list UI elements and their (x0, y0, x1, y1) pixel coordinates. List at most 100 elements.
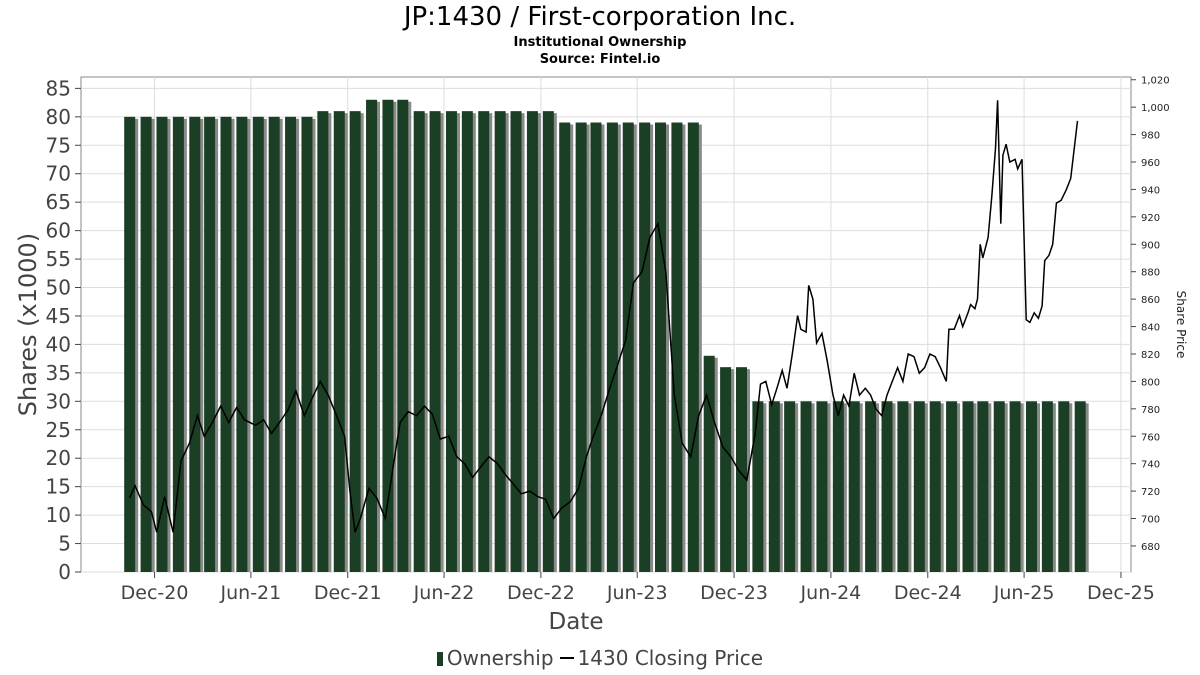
bar (494, 111, 506, 572)
bar (639, 122, 651, 572)
bar (189, 116, 201, 573)
bar (752, 401, 764, 572)
y2-tick-label: 940 (1141, 185, 1160, 196)
bar (236, 116, 248, 573)
bar (768, 401, 780, 572)
y2-tick-label: 980 (1141, 131, 1160, 142)
bar (285, 116, 297, 573)
bar (413, 111, 425, 572)
price-legend-label: 1430 Closing Price (577, 646, 764, 670)
y2-tick-label: 720 (1141, 487, 1160, 498)
y2-tick-label: 800 (1141, 377, 1160, 388)
price-line-layer (129, 100, 1079, 533)
bar (913, 401, 925, 572)
bar (720, 367, 732, 572)
bar (735, 367, 747, 572)
bar (881, 401, 893, 572)
bar (220, 116, 232, 573)
y-tick-label: 85 (46, 76, 71, 100)
y2-tick-label: 1,020 (1141, 76, 1170, 87)
bar (397, 99, 409, 573)
y2-tick-label: 960 (1141, 158, 1160, 169)
y2-tick-label: 880 (1141, 268, 1160, 279)
y-tick-label: 5 (58, 532, 71, 556)
x-tick-label: Jun-24 (800, 582, 862, 604)
y-tick-label: 45 (46, 304, 71, 328)
x-tick-label: Dec-22 (507, 582, 575, 604)
y2-tick-label: 920 (1141, 213, 1160, 224)
bar (800, 401, 812, 572)
bar (252, 116, 264, 573)
y2-tick-label: 840 (1141, 323, 1160, 334)
y-tick-label: 15 (46, 475, 71, 499)
y-tick-label: 80 (46, 105, 71, 129)
y2-axis-title: Share Price (1174, 291, 1188, 359)
bar (172, 116, 184, 573)
bar (1041, 401, 1053, 572)
bar (301, 116, 313, 573)
bar (349, 111, 361, 572)
y-tick-label: 50 (46, 276, 71, 300)
bar (445, 111, 457, 572)
bar (317, 111, 329, 572)
bar (946, 401, 958, 572)
x-axis-title: Date (549, 609, 604, 635)
bar (124, 116, 136, 573)
price-line (129, 100, 1079, 533)
bar (510, 111, 522, 572)
bar (606, 122, 618, 572)
bar (1026, 401, 1038, 572)
bar (333, 111, 345, 572)
axes-layer: 0 5 10 15 20 25 30 35 40 45 50 55 60 65 70 75 80 85 680 700… (14, 76, 1188, 635)
y2-tick-label: 1,000 (1141, 103, 1170, 114)
bar (816, 401, 828, 572)
bar (622, 122, 634, 572)
x-tick-label: Jun-25 (993, 582, 1055, 604)
y-tick-label: 35 (46, 361, 71, 385)
bar (703, 355, 715, 572)
bar (848, 401, 860, 572)
bar (929, 401, 941, 572)
y-tick-label: 70 (46, 162, 71, 186)
x-tick-label: Dec-20 (121, 582, 189, 604)
bar (993, 401, 1005, 572)
ownership-legend-swatch (436, 652, 443, 666)
y-tick-label: 25 (46, 418, 71, 442)
bar (687, 122, 699, 572)
bar (655, 122, 667, 572)
bars-layer (124, 99, 1089, 573)
bar (897, 401, 909, 572)
bar (542, 111, 554, 572)
x-tick-label: Dec-24 (894, 582, 962, 604)
bar (559, 122, 571, 572)
y-tick-label: 55 (46, 247, 71, 271)
bar (461, 111, 473, 572)
y2-tick-label: 820 (1141, 350, 1160, 361)
x-tick-label: Jun-21 (220, 582, 282, 604)
bar (784, 401, 796, 572)
bar (156, 116, 168, 573)
price-legend-swatch (559, 657, 574, 659)
bar (478, 111, 490, 572)
y-tick-label: 10 (46, 503, 71, 527)
bar (575, 122, 587, 572)
y2-tick-label: 740 (1141, 460, 1160, 471)
x-tick-label: Dec-23 (700, 582, 768, 604)
bar (268, 116, 280, 573)
y-tick-label: 40 (46, 332, 71, 356)
bar (590, 122, 602, 572)
x-tick-label: Jun-23 (606, 582, 668, 604)
chart-source: Source: Fintel.io (539, 52, 661, 67)
bar (671, 122, 683, 572)
y2-tick-label: 680 (1141, 542, 1160, 553)
y2-tick-label: 760 (1141, 432, 1160, 443)
y2-tick-label: 860 (1141, 295, 1160, 306)
bar (526, 111, 538, 572)
x-tick-label: Jun-22 (413, 582, 475, 604)
bar (366, 99, 378, 573)
y2-tick-label: 700 (1141, 515, 1160, 526)
chart-title: JP:1430 / First-corporation Inc. (403, 2, 797, 32)
y-tick-label: 60 (46, 219, 71, 243)
